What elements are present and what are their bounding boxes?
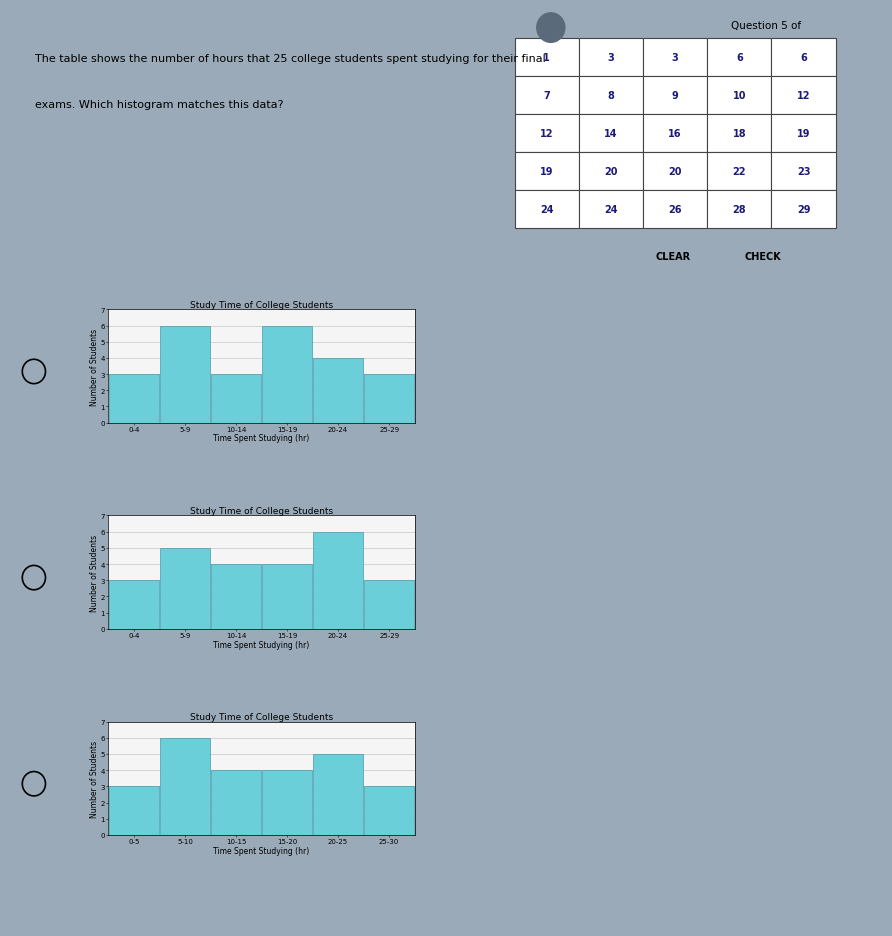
Text: 16: 16 bbox=[668, 129, 681, 139]
Bar bbox=[772, 115, 836, 153]
Y-axis label: Number of Students: Number of Students bbox=[90, 534, 99, 611]
Bar bbox=[109, 786, 159, 835]
Text: 6: 6 bbox=[736, 53, 743, 63]
Y-axis label: Number of Students: Number of Students bbox=[90, 739, 99, 817]
Bar bbox=[262, 564, 312, 629]
Bar bbox=[643, 77, 707, 115]
Bar bbox=[579, 39, 643, 77]
Bar bbox=[772, 153, 836, 191]
Bar bbox=[515, 115, 579, 153]
Text: 28: 28 bbox=[732, 205, 746, 214]
Title: Study Time of College Students: Study Time of College Students bbox=[190, 712, 333, 721]
Text: exams. Which histogram matches this data?: exams. Which histogram matches this data… bbox=[35, 100, 284, 110]
Text: 26: 26 bbox=[668, 205, 681, 214]
Bar bbox=[109, 580, 159, 629]
Text: 20: 20 bbox=[604, 167, 617, 177]
Text: 20: 20 bbox=[668, 167, 681, 177]
Text: 24: 24 bbox=[540, 205, 553, 214]
Bar bbox=[643, 191, 707, 228]
Text: CLEAR: CLEAR bbox=[656, 252, 691, 261]
Text: 22: 22 bbox=[732, 167, 746, 177]
Bar bbox=[161, 326, 210, 423]
Y-axis label: Number of Students: Number of Students bbox=[90, 328, 99, 405]
Bar bbox=[515, 153, 579, 191]
Text: 3: 3 bbox=[607, 53, 615, 63]
X-axis label: Time Spent Studying (hr): Time Spent Studying (hr) bbox=[213, 434, 310, 443]
Bar bbox=[707, 191, 772, 228]
Bar bbox=[211, 564, 260, 629]
Bar bbox=[579, 115, 643, 153]
Text: 18: 18 bbox=[732, 129, 746, 139]
Bar bbox=[313, 358, 363, 423]
Text: CHECK: CHECK bbox=[744, 252, 781, 261]
Bar bbox=[364, 580, 414, 629]
Text: 8: 8 bbox=[607, 91, 615, 101]
Bar bbox=[211, 770, 260, 835]
Bar bbox=[515, 77, 579, 115]
Bar bbox=[515, 191, 579, 228]
Bar bbox=[707, 77, 772, 115]
Bar bbox=[707, 153, 772, 191]
Bar bbox=[161, 548, 210, 629]
Text: 23: 23 bbox=[797, 167, 810, 177]
Text: 1: 1 bbox=[543, 53, 550, 63]
Text: 12: 12 bbox=[797, 91, 810, 101]
Text: 19: 19 bbox=[540, 167, 553, 177]
Bar bbox=[579, 77, 643, 115]
Text: 12: 12 bbox=[540, 129, 553, 139]
Bar bbox=[643, 39, 707, 77]
Text: The table shows the number of hours that 25 college students spent studying for : The table shows the number of hours that… bbox=[35, 54, 546, 64]
Text: 10: 10 bbox=[732, 91, 746, 101]
Bar bbox=[262, 770, 312, 835]
Bar bbox=[707, 39, 772, 77]
Bar bbox=[313, 532, 363, 629]
Bar bbox=[211, 374, 260, 423]
Text: 14: 14 bbox=[604, 129, 617, 139]
Text: 9: 9 bbox=[672, 91, 679, 101]
Bar bbox=[109, 374, 159, 423]
Bar bbox=[364, 786, 414, 835]
Text: Question 5 of: Question 5 of bbox=[731, 21, 802, 31]
Bar bbox=[579, 191, 643, 228]
Bar bbox=[707, 115, 772, 153]
Text: 7: 7 bbox=[543, 91, 550, 101]
Bar bbox=[772, 191, 836, 228]
Text: 24: 24 bbox=[604, 205, 617, 214]
Text: 6: 6 bbox=[800, 53, 807, 63]
Bar bbox=[262, 326, 312, 423]
Bar bbox=[313, 754, 363, 835]
Bar bbox=[772, 77, 836, 115]
Text: 29: 29 bbox=[797, 205, 810, 214]
Bar bbox=[772, 39, 836, 77]
X-axis label: Time Spent Studying (hr): Time Spent Studying (hr) bbox=[213, 846, 310, 855]
Bar bbox=[364, 374, 414, 423]
Text: 3: 3 bbox=[672, 53, 679, 63]
Bar bbox=[643, 115, 707, 153]
Title: Study Time of College Students: Study Time of College Students bbox=[190, 300, 333, 309]
Bar bbox=[515, 39, 579, 77]
Circle shape bbox=[537, 14, 565, 43]
Bar bbox=[643, 153, 707, 191]
Text: 19: 19 bbox=[797, 129, 810, 139]
X-axis label: Time Spent Studying (hr): Time Spent Studying (hr) bbox=[213, 640, 310, 649]
Bar bbox=[579, 153, 643, 191]
Bar bbox=[161, 738, 210, 835]
Title: Study Time of College Students: Study Time of College Students bbox=[190, 506, 333, 515]
